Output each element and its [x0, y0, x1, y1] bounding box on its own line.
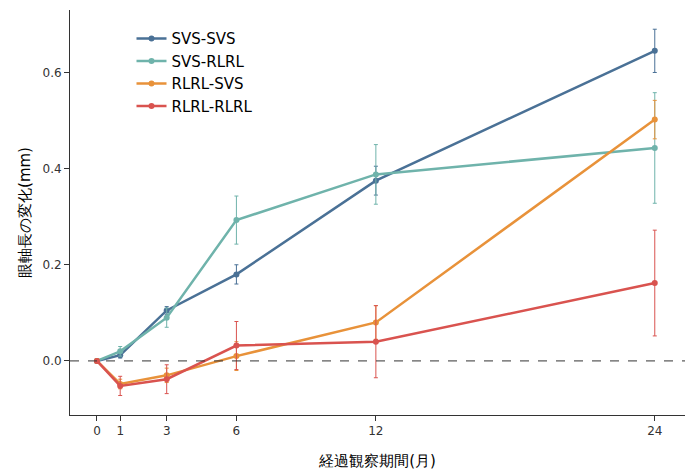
svg-text:0: 0 [93, 424, 101, 438]
svg-text:眼軸長の変化(mm): 眼軸長の変化(mm) [16, 147, 34, 278]
svg-text:0.4: 0.4 [43, 162, 62, 176]
svg-text:24: 24 [647, 424, 662, 438]
svg-text:SVS-SVS: SVS-SVS [172, 30, 236, 48]
svg-text:0.6: 0.6 [43, 66, 62, 80]
svg-text:RLRL-SVS: RLRL-SVS [172, 75, 244, 93]
svg-text:0.2: 0.2 [43, 258, 62, 272]
svg-text:経過観察期間(月): 経過観察期間(月) [318, 452, 436, 470]
svg-text:6: 6 [233, 424, 241, 438]
svg-text:SVS-RLRL: SVS-RLRL [172, 53, 245, 71]
svg-text:12: 12 [368, 424, 383, 438]
svg-text:0.0: 0.0 [43, 354, 62, 368]
svg-text:3: 3 [163, 424, 171, 438]
svg-text:1: 1 [116, 424, 124, 438]
svg-text:RLRL-RLRL: RLRL-RLRL [172, 98, 253, 116]
